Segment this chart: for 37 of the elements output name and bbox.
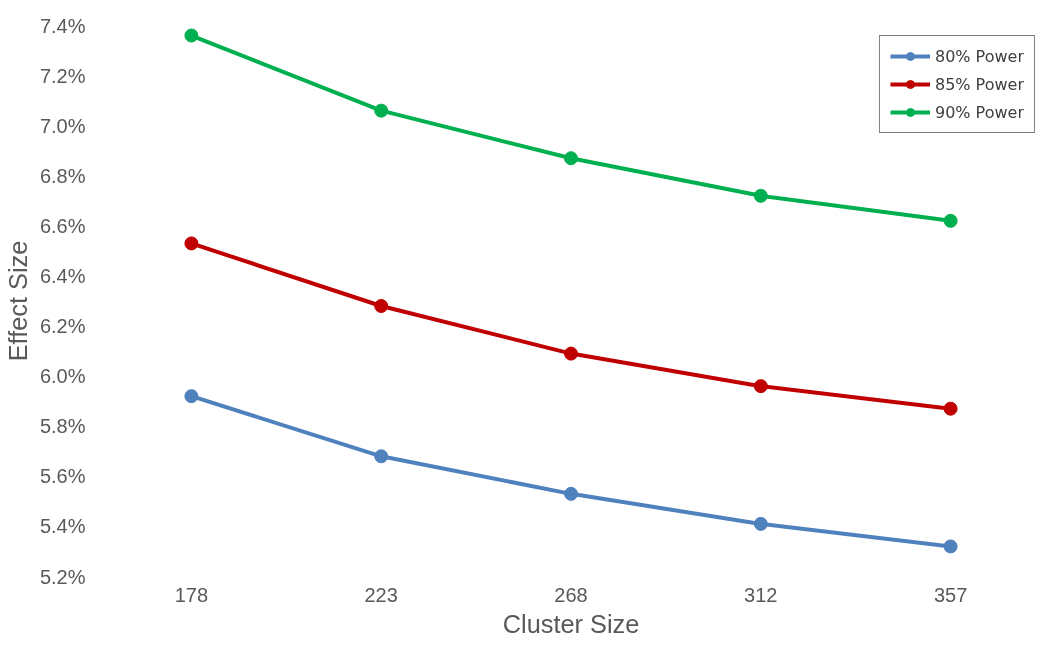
point [753, 188, 768, 203]
point [374, 449, 389, 464]
point [564, 151, 578, 166]
point [943, 213, 958, 228]
point [753, 379, 768, 394]
point [374, 103, 389, 118]
legend-label: 90% Power [934, 102, 1024, 122]
x-tick-label: 268 [554, 583, 588, 606]
y-tick-label: 5.6% [39, 465, 86, 488]
y-tick-label: 7.0% [39, 114, 86, 137]
point [753, 516, 768, 531]
point [564, 486, 578, 501]
point [943, 539, 958, 554]
y-tick-label: 7.4% [39, 14, 86, 37]
point [943, 401, 958, 416]
y-tick-label: 6.8% [39, 164, 86, 187]
x-tick-label: 357 [933, 583, 968, 606]
point [184, 389, 199, 404]
y-tick-label: 6.6% [39, 214, 86, 237]
x-axis-title: Cluster Size [502, 609, 640, 638]
x-tick-label: 223 [364, 583, 398, 606]
y-tick-label: 7.2% [39, 64, 86, 87]
point [374, 299, 389, 313]
y-tick-label: 6.0% [39, 365, 86, 388]
y-tick-label: 6.4% [39, 264, 86, 287]
y-tick-label: 5.8% [39, 415, 86, 438]
point [564, 346, 578, 361]
legend-label: 85% Power [934, 74, 1024, 94]
x-tick-label: 178 [174, 583, 209, 606]
y-axis-title: Effect Size [3, 240, 32, 362]
y-tick-label: 5.2% [39, 565, 86, 588]
point [184, 236, 199, 251]
legend-label: 80% Power [934, 46, 1024, 66]
point [184, 28, 199, 43]
y-tick-label: 5.4% [39, 515, 86, 538]
y-tick-label: 6.2% [39, 315, 86, 338]
x-tick-label: 312 [744, 583, 778, 606]
